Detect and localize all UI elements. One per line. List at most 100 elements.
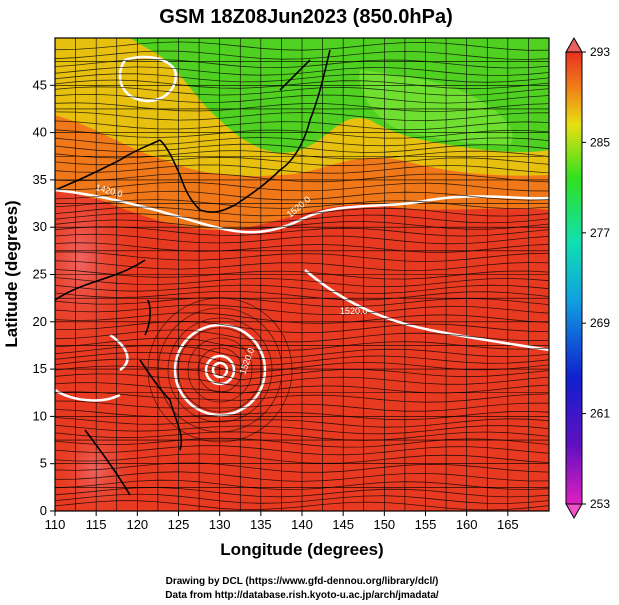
streamline <box>55 400 549 412</box>
x-tick-label: 155 <box>415 517 437 532</box>
streamline <box>55 79 549 90</box>
streamline <box>55 365 549 381</box>
streamline <box>55 417 549 428</box>
colorbar: 293 285 277 269 261 253 <box>565 36 610 520</box>
streamline <box>55 143 549 153</box>
x-tick-label: 130 <box>209 517 231 532</box>
streamline <box>55 431 549 441</box>
streamline <box>55 382 549 394</box>
y-tick-label: 5 <box>40 456 47 471</box>
colorbar-min-arrow <box>565 503 583 520</box>
streamline <box>55 284 549 294</box>
chart-title: GSM 18Z08Jun2023 (850.0hPa) <box>159 6 452 28</box>
streamline <box>55 320 549 334</box>
streamline <box>55 150 549 160</box>
streamline <box>55 391 549 403</box>
contour-line <box>55 388 121 402</box>
x-tick-label: 165 <box>497 517 519 532</box>
wind-streamlines <box>55 41 549 511</box>
y-axis-ticks: 0 5 10 15 20 25 30 35 40 45 <box>33 77 55 518</box>
x-tick-label: 145 <box>332 517 354 532</box>
y-tick-label: 15 <box>33 361 47 376</box>
map-gridlines <box>55 38 549 511</box>
streamline-swirl <box>157 307 283 433</box>
contour-low-north <box>118 55 178 103</box>
credit-data: Data from http://database.rish.kyoto-u.a… <box>165 590 439 601</box>
streamline <box>55 181 549 192</box>
streamline <box>55 260 549 272</box>
streamline <box>55 172 549 183</box>
streamline <box>55 120 549 131</box>
streamline <box>55 500 549 511</box>
streamline <box>55 304 549 315</box>
x-tick-label: 125 <box>168 517 190 532</box>
y-tick-label: 40 <box>33 125 47 140</box>
streamline <box>55 351 549 367</box>
streamline <box>55 487 549 498</box>
colorbar-tick-label: 285 <box>590 135 610 149</box>
y-tick-label: 45 <box>33 77 47 92</box>
credit-drawing: Drawing by DCL (https://www.gfd-dennou.o… <box>166 576 439 587</box>
contour-line <box>304 269 549 352</box>
streamline <box>55 156 549 167</box>
x-tick-label: 150 <box>373 517 395 532</box>
x-tick-label: 120 <box>126 517 148 532</box>
streamline <box>55 66 549 76</box>
streamline <box>55 251 549 263</box>
contour-typhoon-inner <box>204 354 236 386</box>
streamline-swirl <box>167 317 273 423</box>
coastline-korea <box>159 139 236 213</box>
streamline <box>55 164 549 174</box>
contour-label: 1520.0 <box>340 306 368 316</box>
x-tick-label: 160 <box>456 517 478 532</box>
streamline <box>55 111 549 122</box>
streamline <box>55 226 549 237</box>
streamline <box>55 213 549 224</box>
streamline-swirl <box>187 337 253 403</box>
streamline <box>55 471 549 482</box>
streamline <box>55 199 549 209</box>
streamline <box>55 291 549 301</box>
streamline-swirl <box>197 347 243 393</box>
streamline-swirl <box>177 327 263 413</box>
x-tick-label: 115 <box>86 517 107 532</box>
streamline <box>55 493 549 504</box>
streamline <box>55 50 549 60</box>
streamline <box>55 277 549 288</box>
streamline <box>55 329 549 343</box>
streamline <box>55 479 549 490</box>
y-axis-label: Latitude (degrees) <box>2 200 21 347</box>
streamline <box>55 373 549 387</box>
streamline <box>55 59 549 69</box>
colorbar-tick-label: 269 <box>590 316 610 330</box>
streamline <box>55 129 549 139</box>
y-tick-label: 35 <box>33 172 47 187</box>
streamline <box>55 453 549 464</box>
streamline <box>55 190 549 201</box>
x-axis-ticks: 110 115 120 125 130 135 140 145 150 155 160 165 <box>45 511 519 532</box>
y-tick-label: 10 <box>33 408 47 423</box>
coastline-philippines <box>139 359 183 451</box>
streamline <box>55 345 549 359</box>
streamline <box>55 86 549 96</box>
streamline <box>55 297 549 308</box>
streamline <box>55 137 549 147</box>
streamline <box>55 312 549 324</box>
colorbar-max-arrow <box>565 36 583 53</box>
y-tick-label: 30 <box>33 219 47 234</box>
streamline <box>55 269 549 280</box>
colorbar-tick-label: 261 <box>590 407 610 421</box>
coastline-taiwan <box>144 299 151 336</box>
coastline-china-south <box>55 259 146 301</box>
y-tick-label: 25 <box>33 267 47 282</box>
streamline <box>55 445 549 456</box>
map-plot: 1420.0 1520.0 1520.0 1520.0 <box>55 38 549 511</box>
streamline <box>55 337 549 352</box>
x-tick-label: 135 <box>250 517 272 532</box>
streamline <box>55 358 549 374</box>
x-tick-label: 140 <box>291 517 313 532</box>
streamline <box>55 219 549 230</box>
coastline-japan <box>234 49 331 206</box>
streamline <box>55 102 549 112</box>
